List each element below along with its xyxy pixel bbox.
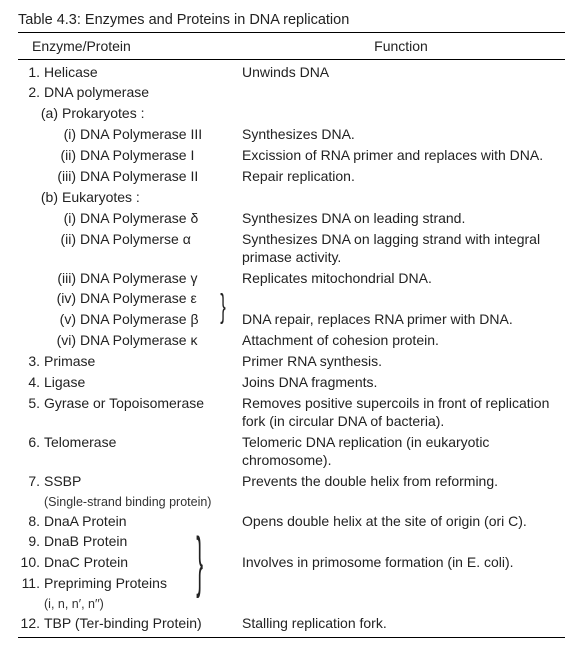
- name: DnaA Protein: [44, 513, 242, 531]
- num: 5.: [18, 395, 44, 413]
- fn: Attachment of cohesion protein.: [242, 332, 565, 350]
- name: DNA Polymerase γ: [80, 270, 242, 288]
- row-telomerase: 6. Telomerase Telomeric DNA replication …: [18, 432, 565, 471]
- rule-top: [18, 32, 565, 33]
- header-function: Function: [237, 38, 565, 54]
- fn: Removes positive supercoils in front of …: [242, 395, 565, 431]
- name: DnaC Protein: [44, 554, 242, 572]
- row-dna-polymerase: 2. DNA polymerase: [18, 83, 565, 104]
- num: 6.: [18, 434, 44, 452]
- row-dnac: 10. DnaC Protein Involves in primosome f…: [18, 553, 565, 574]
- fn: Repair replication.: [242, 168, 565, 186]
- num: (a): [18, 105, 62, 123]
- num: 10.: [18, 554, 44, 572]
- row-prokaryotes: (a) Prokaryotes :: [18, 104, 565, 125]
- name: DNA Polymerase II: [80, 168, 242, 186]
- name: DnaB Protein: [44, 533, 242, 551]
- row-pol-beta: (v) DNA Polymerase β DNA repair, replace…: [18, 310, 565, 331]
- row-pol-ii: (iii) DNA Polymerase II Repair replicati…: [18, 167, 565, 188]
- fn: Replicates mitochondrial DNA.: [242, 270, 565, 288]
- fn: Involves in primosome formation (in E. c…: [242, 554, 565, 572]
- name: DNA Polymerse α: [80, 231, 242, 249]
- fn: Synthesizes DNA on lagging strand with i…: [242, 231, 565, 267]
- fn: Excission of RNA primer and replaces wit…: [242, 147, 565, 165]
- name: Eukaryotes :: [62, 189, 242, 207]
- num: (i): [18, 210, 80, 228]
- row-tbp: 12. TBP (Ter-binding Protein) Stalling r…: [18, 614, 565, 635]
- num: (ii): [18, 147, 80, 165]
- name: Ligase: [44, 374, 242, 392]
- name: Primase: [44, 353, 242, 371]
- table-title: Table 4.3: Enzymes and Proteins in DNA r…: [18, 12, 565, 28]
- row-pol-iii: (i) DNA Polymerase III Synthesizes DNA.: [18, 125, 565, 146]
- row-dnaa: 8. DnaA Protein Opens double helix at th…: [18, 511, 565, 532]
- row-ligase: 4. Ligase Joins DNA fragments.: [18, 373, 565, 394]
- row-prepriming-sub: (i, n, n′, n′′): [18, 595, 565, 614]
- fn: Synthesizes DNA on leading strand.: [242, 210, 565, 228]
- name: DNA polymerase: [44, 84, 242, 102]
- num: 7.: [18, 473, 44, 491]
- name: TBP (Ter-binding Protein): [44, 615, 242, 633]
- num: (iii): [18, 270, 80, 288]
- fn: Unwinds DNA: [242, 64, 565, 82]
- num: 2.: [18, 84, 44, 102]
- num: 9.: [18, 533, 44, 551]
- fn: Primer RNA synthesis.: [242, 353, 565, 371]
- name: Prepriming Proteins: [44, 575, 242, 593]
- num: (b): [18, 189, 62, 207]
- num: (i): [18, 126, 80, 144]
- fn: DNA repair, replaces RNA primer with DNA…: [242, 311, 565, 329]
- name: DNA Polymerase ε: [80, 290, 242, 308]
- fn: Opens double helix at the site of origin…: [242, 513, 565, 531]
- name: SSBP: [44, 473, 242, 491]
- name-sub: (Single-strand binding protein): [44, 494, 242, 510]
- row-prepriming: 11. Prepriming Proteins: [18, 574, 565, 595]
- row-gyrase: 5. Gyrase or Topoisomerase Removes posit…: [18, 394, 565, 433]
- num: 3.: [18, 353, 44, 371]
- num: (iv): [18, 290, 80, 308]
- fn: Stalling replication fork.: [242, 615, 565, 633]
- fn: Synthesizes DNA.: [242, 126, 565, 144]
- row-helicase: 1. Helicase Unwinds DNA: [18, 62, 565, 83]
- brace-icon: }: [196, 520, 203, 605]
- num: (ii): [18, 231, 80, 249]
- rule-header: [18, 59, 565, 60]
- brace-icon: }: [220, 287, 226, 329]
- fn: Telomeric DNA replication (in eukaryotic…: [242, 434, 565, 470]
- fn: Prevents the double helix from reforming…: [242, 473, 565, 491]
- num: (vi): [18, 332, 80, 350]
- row-primase: 3. Primase Primer RNA synthesis.: [18, 352, 565, 373]
- row-ssbp-sub: (Single-strand binding protein): [18, 492, 565, 511]
- rule-bottom: [18, 637, 565, 638]
- row-pol-kappa: (vi) DNA Polymerase κ Attachment of cohe…: [18, 331, 565, 352]
- row-pol-gamma: (iii) DNA Polymerase γ Replicates mitoch…: [18, 268, 565, 289]
- fn: Joins DNA fragments.: [242, 374, 565, 392]
- row-pol-alpha: (ii) DNA Polymerse α Synthesizes DNA on …: [18, 229, 565, 268]
- row-eukaryotes: (b) Eukaryotes :: [18, 187, 565, 208]
- num: 12.: [18, 615, 44, 633]
- num: (v): [18, 311, 80, 329]
- name-sub: (i, n, n′, n′′): [44, 596, 242, 612]
- num: 1.: [18, 64, 44, 82]
- header-enzyme: Enzyme/Protein: [32, 38, 237, 54]
- row-ssbp: 7. SSBP Prevents the double helix from r…: [18, 471, 565, 492]
- name: DNA Polymerase β: [80, 311, 242, 329]
- name: DNA Polymerase I: [80, 147, 242, 165]
- name: Prokaryotes :: [62, 105, 242, 123]
- name: Gyrase or Topoisomerase: [44, 395, 242, 413]
- row-pol-delta: (i) DNA Polymerase δ Synthesizes DNA on …: [18, 208, 565, 229]
- num: (iii): [18, 168, 80, 186]
- row-dnab: 9. DnaB Protein }: [18, 532, 565, 553]
- num: 4.: [18, 374, 44, 392]
- name: DNA Polymerase κ: [80, 332, 242, 350]
- row-pol-epsilon: (iv) DNA Polymerase ε }: [18, 289, 565, 310]
- name: DNA Polymerase III: [80, 126, 242, 144]
- name: Telomerase: [44, 434, 242, 452]
- name: DNA Polymerase δ: [80, 210, 242, 228]
- name: Helicase: [44, 64, 242, 82]
- row-pol-i: (ii) DNA Polymerase I Excission of RNA p…: [18, 146, 565, 167]
- num: 11.: [18, 575, 44, 593]
- num: 8.: [18, 513, 44, 531]
- table-header: Enzyme/Protein Function: [18, 35, 565, 57]
